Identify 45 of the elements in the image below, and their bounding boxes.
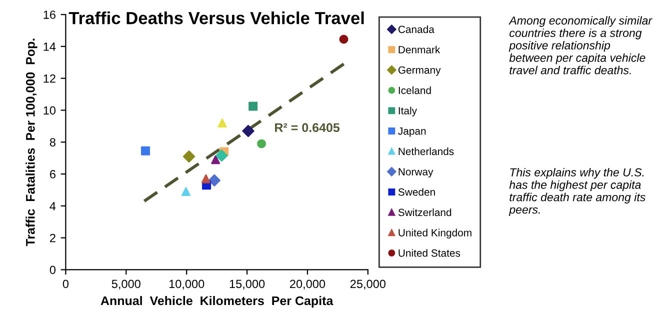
x-axis-title: Annual Vehicle Kilometers Per Capita (100, 296, 334, 308)
legend-label: United States (398, 249, 460, 257)
legend-label: United Kingdom (398, 228, 472, 238)
y-tick-label: 6 (50, 170, 56, 178)
y-axis-title: Traffic Fatalities Per 100,000 Pop. (26, 38, 38, 246)
point (218, 118, 227, 128)
y-tick-label: 8 (50, 138, 56, 147)
point (242, 124, 254, 138)
legend-label: Japan (398, 127, 426, 137)
legend-label: Italy (398, 106, 418, 116)
x-tick-label: 10,000 (169, 280, 204, 290)
point (248, 102, 258, 111)
x-tick-label: 25,000 (350, 280, 386, 290)
x-tick-label: 5,000 (112, 280, 140, 290)
legend-label: Norway (398, 168, 434, 178)
x-tick-label: 20,000 (290, 280, 326, 290)
legend-label: Denmark (398, 46, 440, 54)
text: This explains why the U.S. has the highest per capita traffic death rate among its peers. (508, 168, 646, 216)
y-tick-label: 2 (50, 234, 56, 242)
point (339, 34, 348, 44)
legend-label: Canada (398, 25, 434, 34)
point (182, 150, 196, 163)
point (140, 146, 150, 156)
y-tick-label: 16 (44, 10, 56, 19)
y-tick-label: 4 (50, 202, 56, 210)
y-tick-label: 10 (44, 106, 56, 115)
point (211, 155, 220, 164)
y-tick-label: 12 (44, 74, 56, 83)
legend-label: Iceland (398, 86, 431, 94)
legend-label: Germany (398, 66, 441, 76)
chart-title: Traffic Deaths Versus Vehicle Travel (68, 11, 364, 24)
annotation: R² = 0.6405 (275, 123, 340, 132)
y-tick-label: 14 (44, 42, 56, 51)
text: Among economically similar countries there is a strong positive relationship between per capita vehicle travel and traffic deaths. (508, 16, 652, 74)
point (208, 174, 220, 186)
point (257, 139, 266, 148)
point (216, 150, 228, 162)
point (181, 187, 190, 196)
x-tick-label: 15,000 (230, 280, 265, 290)
legend-label: Sweden (398, 188, 435, 196)
legend-label: Switzerland (398, 208, 452, 216)
x-tick-label: 0 (62, 280, 69, 288)
legend-label: Netherlands (398, 147, 454, 156)
point (201, 174, 210, 184)
y-tick-label: 0 (50, 266, 56, 274)
